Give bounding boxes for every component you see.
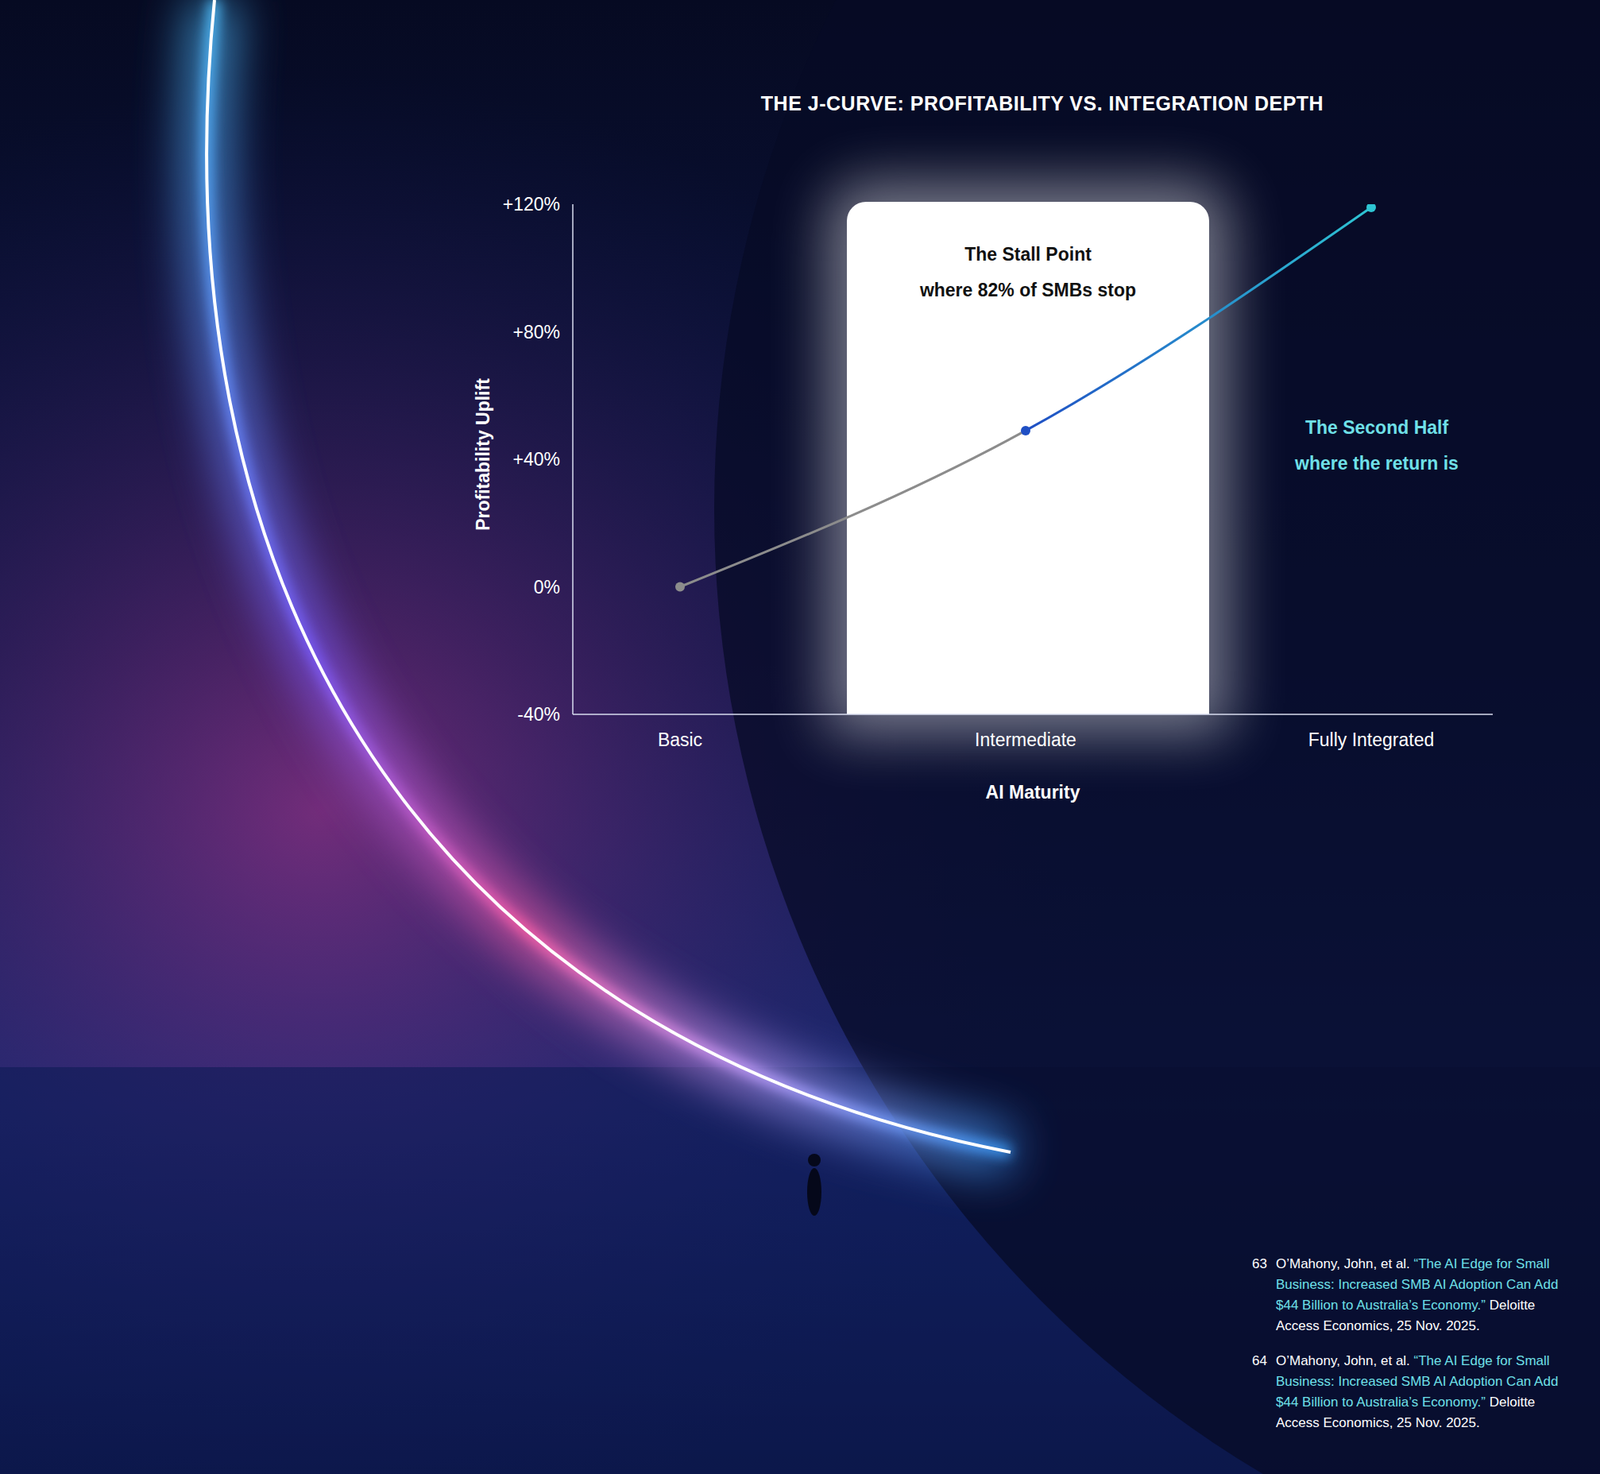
html-text:Profitability Uplift: Profitability Uplift (472, 378, 493, 531)
html-text:where the return is: where the return is (1295, 452, 1459, 474)
svg-text:AI Maturity: AI Maturity (985, 781, 1081, 803)
svg-text:Fully Integrated: Fully Integrated (1308, 729, 1435, 750)
html-text:The Stall Point: The Stall Point (964, 243, 1092, 265)
html-text:O’Mahony, John, et al. “The AI: O’Mahony, John, et al. “The AI Edge for … (1275, 1352, 1559, 1430)
html-text:The Second Half: The Second Half (1305, 417, 1449, 438)
svg-text:+40%: +40% (513, 448, 561, 470)
html-text:THE J-CURVE: PROFITABILITY VS.: THE J-CURVE: PROFITABILITY VS. INTEGRATI… (760, 92, 1324, 115)
svg-text:-40%: -40% (517, 703, 561, 725)
svg-text:+120%: +120% (502, 193, 561, 215)
svg-text:Intermediate: Intermediate (974, 729, 1077, 750)
svg-text:0%: 0% (533, 576, 561, 598)
html-text:where 82% of SMBs stop: where 82% of SMBs stop (919, 279, 1137, 301)
html-text:63: 63 (1252, 1256, 1268, 1272)
html-text:64: 64 (1252, 1352, 1268, 1369)
svg-text:Basic: Basic (657, 729, 703, 750)
html-text:O’Mahony, John, et al. “The AI: O’Mahony, John, et al. “The AI Edge for … (1275, 1256, 1559, 1334)
svg-text:+80%: +80% (513, 321, 561, 343)
